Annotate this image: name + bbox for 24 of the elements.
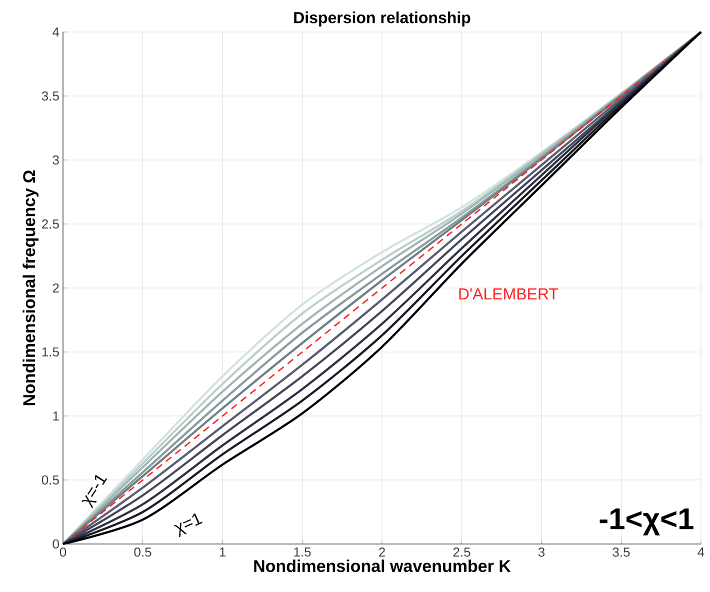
y-tick-label: 2.5 (42, 219, 59, 229)
y-axis-title: Nondimensional frequency Ω (22, 170, 39, 406)
x-tick-label: 1 (220, 548, 226, 556)
y-tick-label: 3 (52, 155, 59, 165)
x-tick-label: 3.5 (612, 548, 630, 557)
x-tick-label: 3 (538, 548, 545, 557)
x-tick-label: 4 (698, 548, 704, 556)
chart-title: Dispersion relationship (294, 12, 470, 26)
text: D'ALEMBERT (459, 288, 558, 300)
x-axis-title: Nondimensional wavenumber K (254, 560, 511, 572)
y-tick-label: 1.5 (42, 347, 59, 357)
y-tick-label: 1 (53, 412, 59, 420)
y-tick-label: 0 (52, 539, 59, 549)
annotation: -1<χ<1 (600, 508, 694, 536)
x-tick-label: 0 (60, 548, 66, 557)
y-tick-label: 2 (52, 283, 59, 293)
y-tick-label: 3.5 (42, 91, 59, 101)
x-tick-label: 0.5 (134, 548, 152, 557)
y-tick-label: 0.5 (42, 475, 59, 485)
x-tick-label: 1.5 (294, 548, 311, 557)
x-tick-label: 2 (379, 548, 385, 557)
x-tick-label: 2.5 (453, 548, 470, 557)
annotation: χ=1 (174, 513, 203, 538)
y-tick-label: 4 (52, 28, 60, 36)
